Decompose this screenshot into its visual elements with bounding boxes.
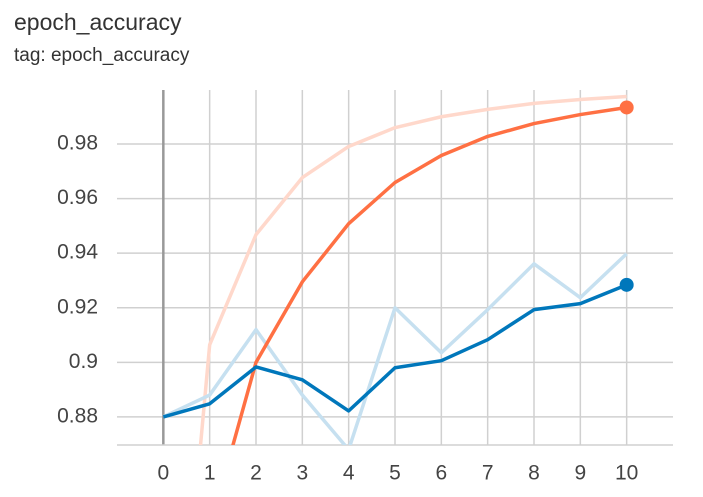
end-marker	[619, 277, 634, 292]
chart-title: epoch_accuracy	[14, 9, 182, 35]
x-tick-label: 5	[389, 462, 401, 485]
x-tick-label: 0	[157, 462, 169, 485]
y-tick-label: 0.96	[57, 186, 98, 209]
series-line	[198, 94, 627, 445]
chart-subtitle: tag: epoch_accuracy	[14, 45, 190, 66]
x-tick-label: 8	[528, 462, 540, 485]
x-tick-label: 4	[343, 462, 355, 485]
series-line	[231, 105, 627, 445]
y-tick-label: 0.98	[57, 132, 98, 155]
plot-area	[162, 94, 628, 445]
y-tick-label: 0.88	[57, 404, 98, 427]
x-tick-label: 10	[615, 462, 638, 485]
x-tick-label: 9	[574, 462, 586, 485]
end-marker	[619, 100, 634, 115]
x-tick-label: 2	[250, 462, 262, 485]
series-line	[162, 283, 628, 419]
y-tick-label: 0.94	[57, 241, 98, 264]
x-tick-label: 7	[482, 462, 494, 485]
y-tick-label: 0.92	[57, 295, 98, 318]
x-tick-label: 3	[296, 462, 308, 485]
y-tick-label: 0.9	[69, 350, 98, 373]
x-tick-label: 1	[204, 462, 216, 485]
x-tick-label: 6	[435, 462, 447, 485]
series-line	[162, 252, 628, 445]
